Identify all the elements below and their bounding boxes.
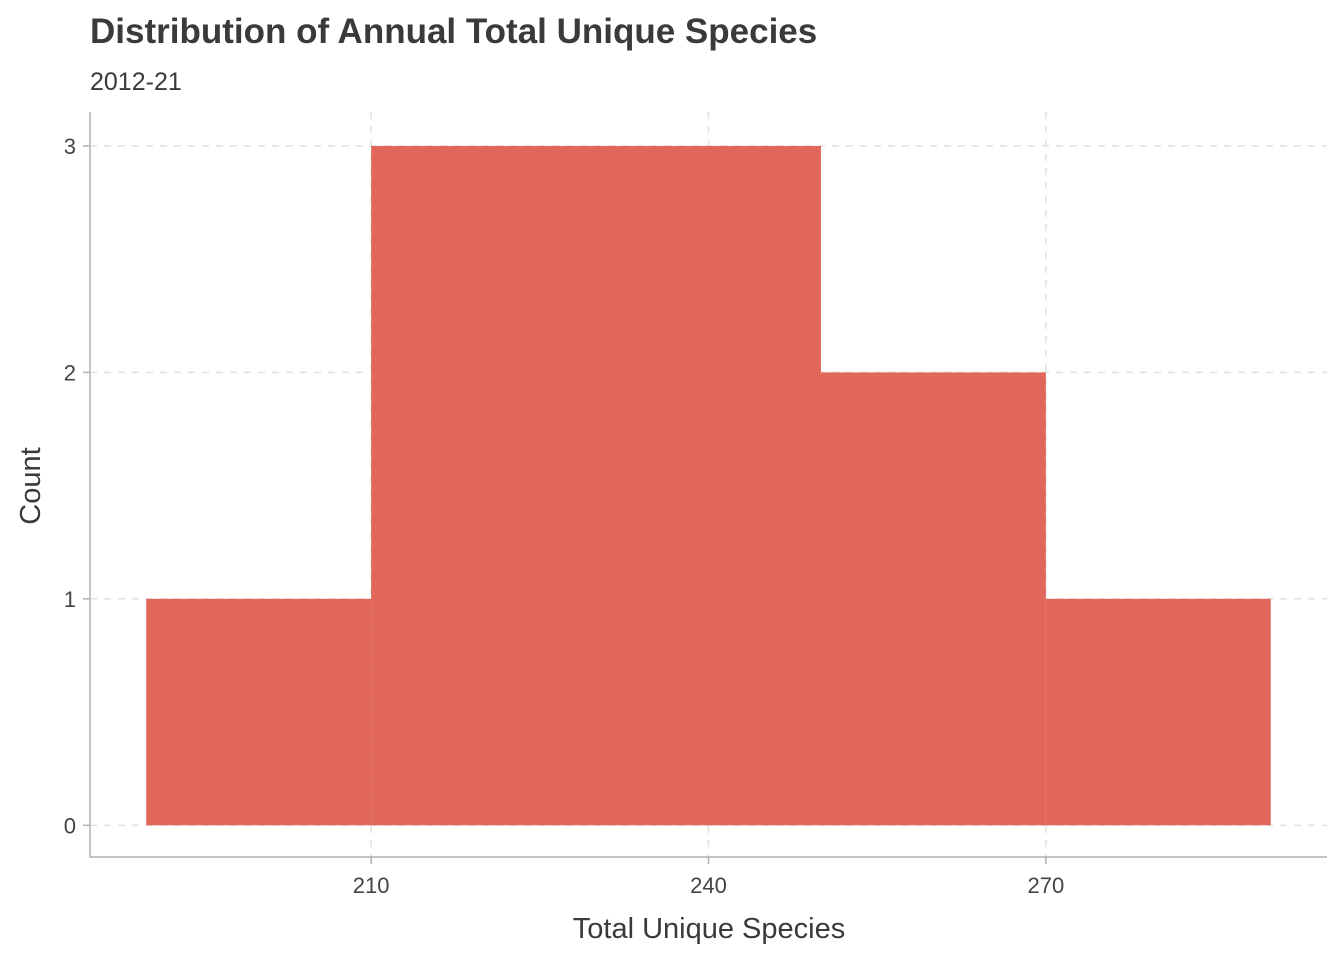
- y-tick-label: 1: [64, 587, 76, 612]
- histogram-bar: [146, 598, 372, 826]
- y-tick-label: 0: [64, 813, 76, 838]
- y-axis-title: Count: [15, 447, 47, 524]
- chart-subtitle: 2012-21: [90, 68, 182, 96]
- histogram-bar: [371, 145, 821, 826]
- histogram-bar: [1045, 598, 1271, 826]
- x-tick-label: 240: [690, 873, 727, 898]
- x-tick-label: 210: [353, 873, 390, 898]
- y-tick-label: 3: [64, 134, 76, 159]
- histogram-bar: [820, 372, 1046, 826]
- histogram-bars: [146, 145, 1271, 826]
- y-tick-labels: 0 1 2 3: [64, 134, 90, 838]
- chart-title: Distribution of Annual Total Unique Spec…: [90, 12, 818, 51]
- x-tick-labels: 210 240 270: [353, 857, 1064, 898]
- x-axis-title: Total Unique Species: [573, 913, 845, 945]
- y-tick-label: 2: [64, 360, 76, 385]
- x-tick-label: 270: [1028, 873, 1065, 898]
